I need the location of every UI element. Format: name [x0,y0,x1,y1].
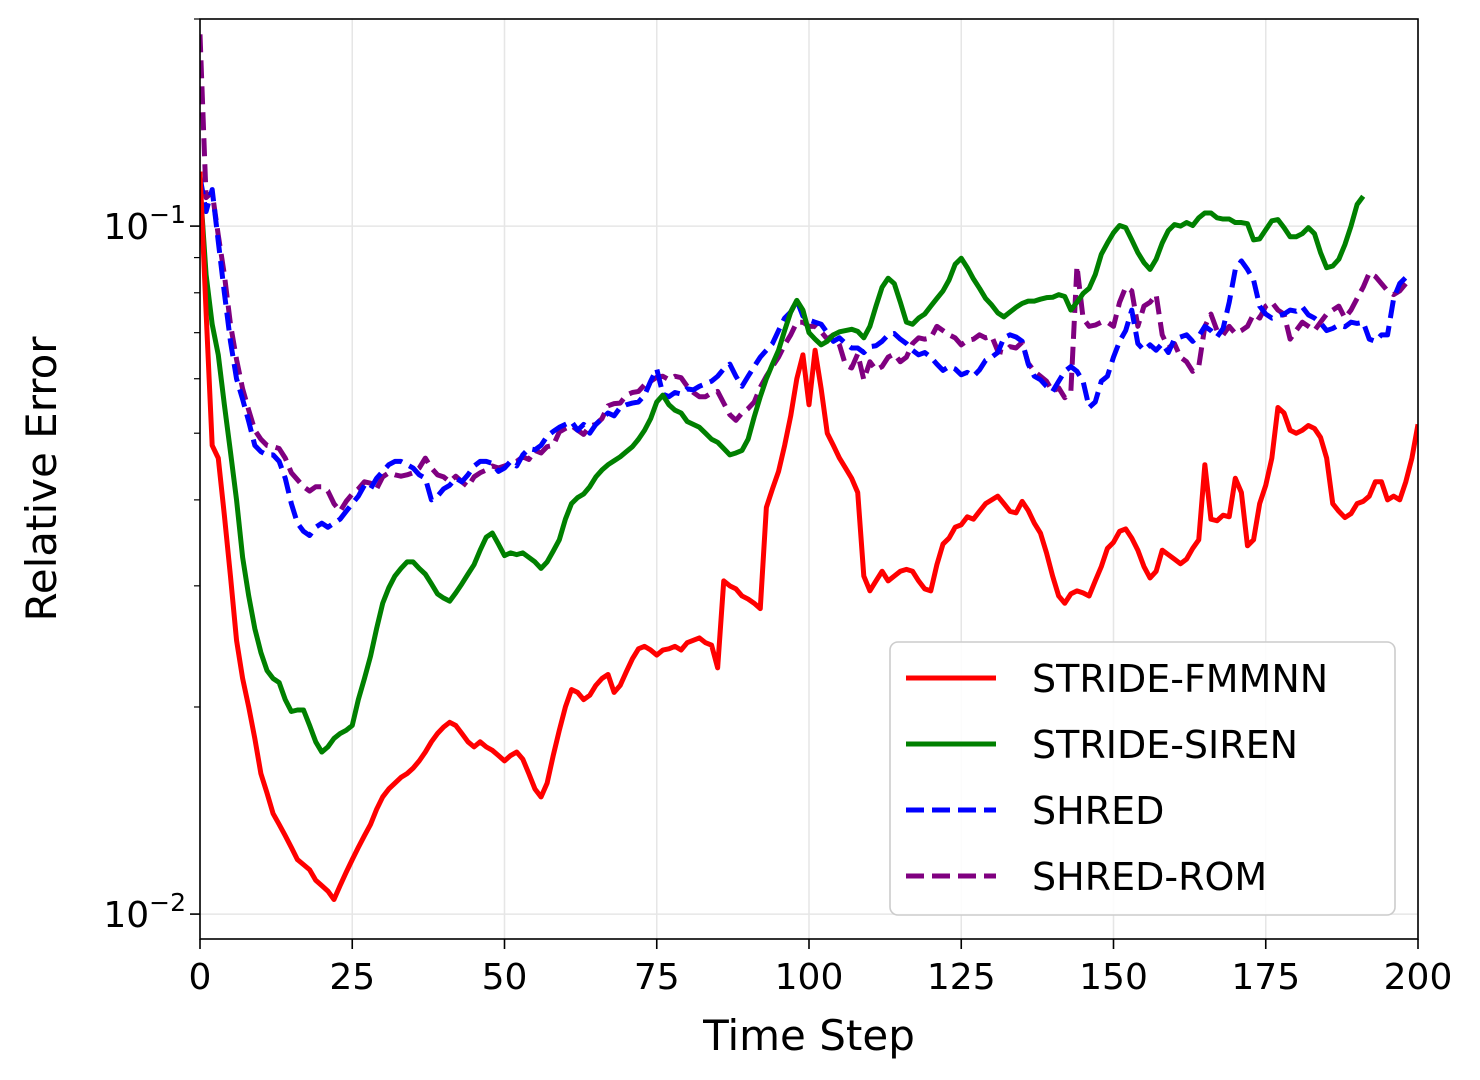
series-layer [200,34,1418,903]
legend: STRIDE-FMMNN STRIDE-SIREN SHRED SHRED-ROM [889,641,1396,916]
y-axis: 10−210−1 [103,18,200,936]
legend-label: STRIDE-FMMNN [1032,657,1328,701]
y-tick-exponent: −1 [149,200,186,229]
x-tick-label: 0 [189,957,212,998]
x-tick-label: 125 [927,957,996,998]
x-tick-label: 75 [634,957,680,998]
y-tick-base: 10 [103,895,149,936]
x-axis-title: Time Step [702,1011,915,1060]
series-line-stride-fmmnn [200,171,1418,903]
legend-label: SHRED-ROM [1032,855,1267,899]
legend-frame [889,641,1396,916]
x-tick-label: 150 [1079,957,1148,998]
x-tick-label: 175 [1231,957,1300,998]
x-tick-label: 50 [482,957,528,998]
x-axis: 0 25 50 75 100 125 150 175 200 [189,939,1453,998]
y-axis-title: Relative Error [17,336,66,622]
legend-label: STRIDE-SIREN [1032,723,1298,767]
x-tick-label: 200 [1384,957,1453,998]
y-tick-exponent: −2 [149,888,186,917]
y-tick-label: 10−2 [103,888,186,936]
legend-label: SHRED [1032,789,1164,833]
x-tick-label: 25 [329,957,375,998]
y-tick-base: 10 [103,207,149,248]
x-tick-label: 100 [775,957,844,998]
y-tick-label: 10−1 [103,200,186,248]
series-line-stride-siren [200,184,1366,755]
